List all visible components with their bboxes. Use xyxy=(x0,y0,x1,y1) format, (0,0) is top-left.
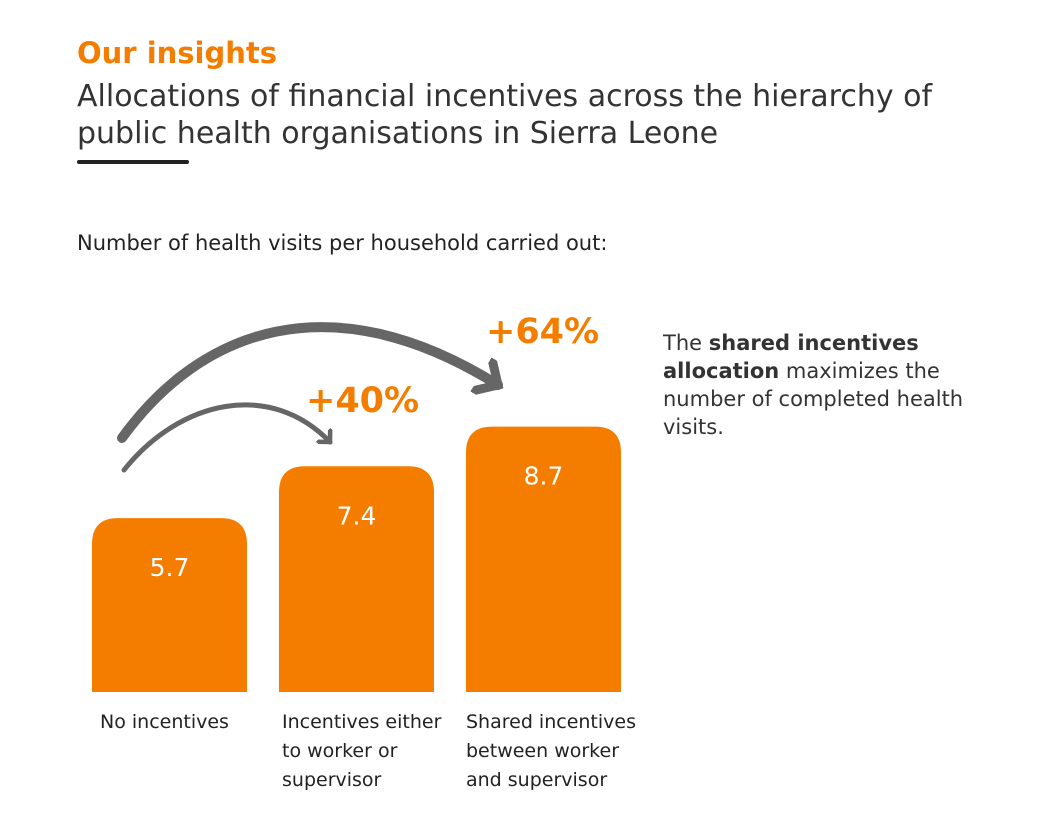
annotation: +64% xyxy=(486,312,600,352)
arrow xyxy=(121,402,333,473)
bar xyxy=(92,518,247,692)
value-label: 7.4 xyxy=(337,501,377,530)
note-bold: shared incentives allocation xyxy=(663,331,919,383)
value-label: 8.7 xyxy=(524,462,564,491)
divider xyxy=(77,160,189,164)
arrow xyxy=(117,322,498,443)
value-label: 5.7 xyxy=(150,553,190,582)
bar xyxy=(279,466,434,692)
chart-subtitle: Number of health visits per household ca… xyxy=(77,231,608,255)
bar xyxy=(466,426,621,692)
note: The shared incentives allocation maximiz… xyxy=(663,329,983,441)
chart-title: Allocations of financial incentives acro… xyxy=(77,79,933,151)
annotation: +40% xyxy=(306,381,420,421)
note-text: The xyxy=(663,331,703,355)
x-tick-label: Shared incentives between worker and sup… xyxy=(466,711,636,791)
x-tick-label: No incentives xyxy=(100,711,229,733)
x-tick-label: Incentives either to worker or superviso… xyxy=(282,711,442,791)
note-text: maximizes the number of completed health… xyxy=(663,359,964,439)
eyebrow: Our insights xyxy=(77,36,278,70)
